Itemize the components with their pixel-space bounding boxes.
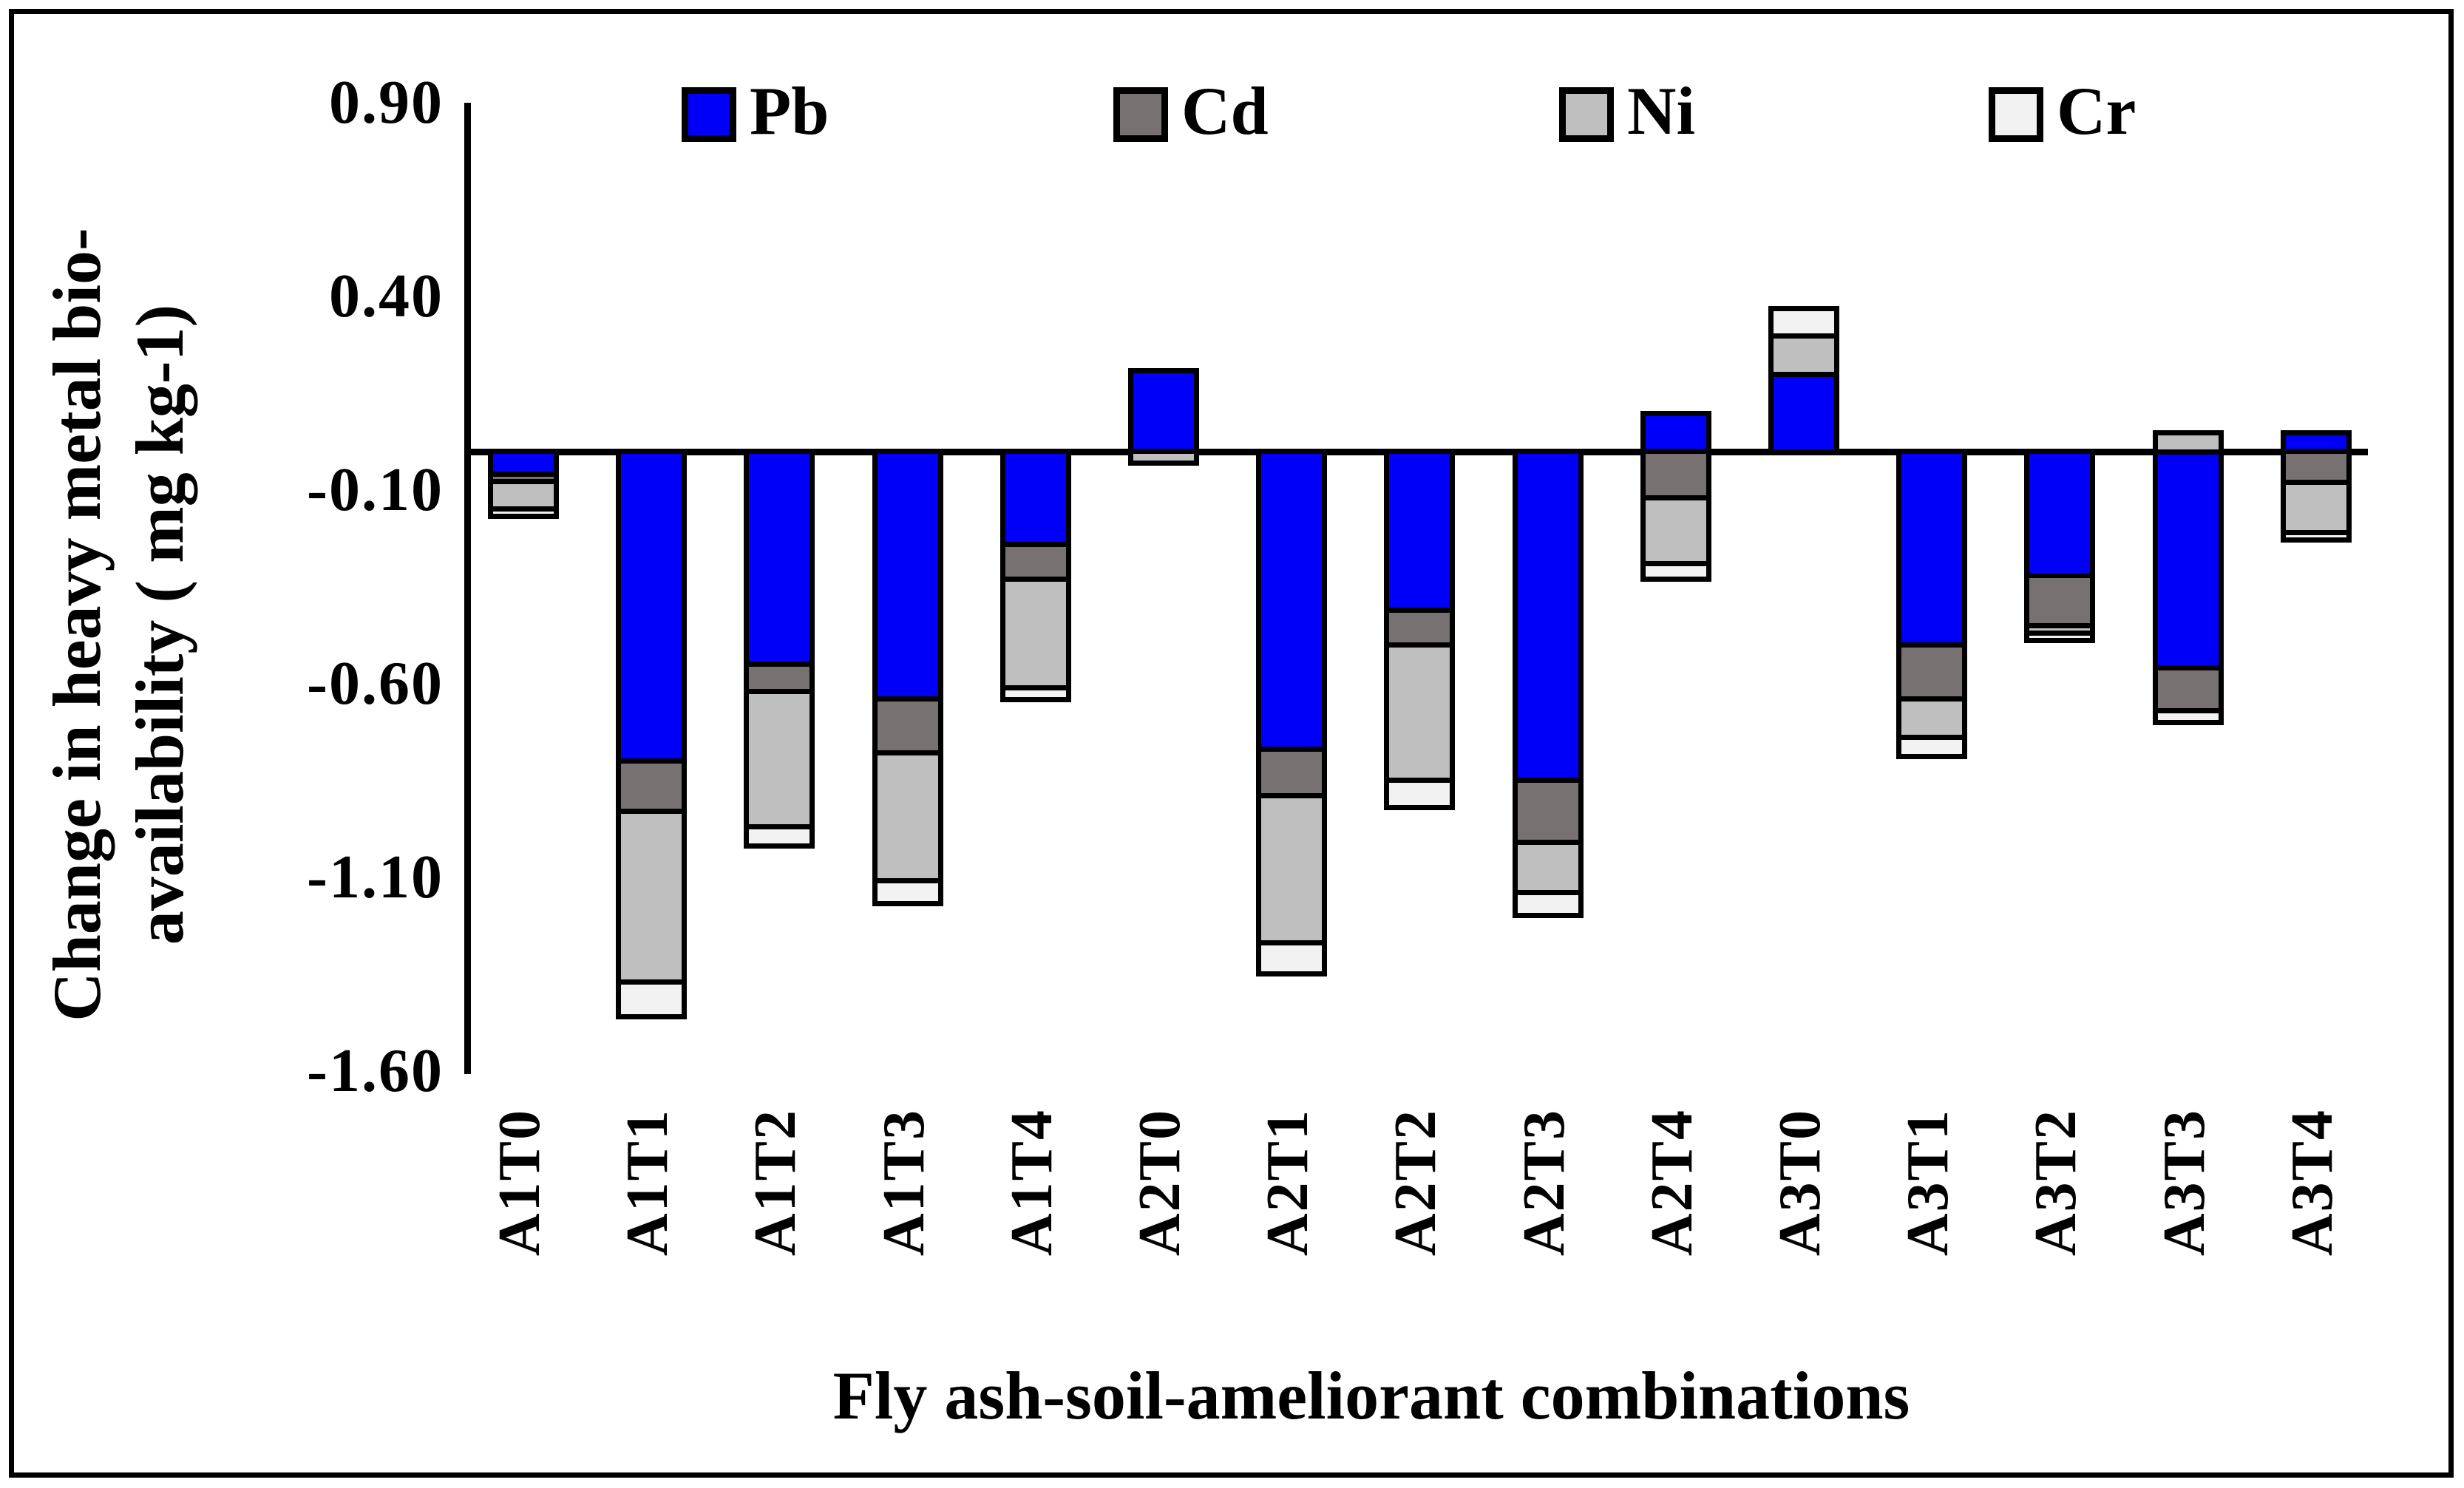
x-category-label: A1T4	[999, 1109, 1065, 1257]
bar-segment-A2T2-Cr	[1384, 778, 1456, 810]
legend-swatch-Ni	[1559, 87, 1614, 142]
bar-segment-A2T1-Ni	[1256, 793, 1328, 945]
x-category-label: A3T0	[1768, 1109, 1833, 1257]
bar-segment-A3T1-Cr	[1896, 735, 1968, 759]
x-category-label: A3T2	[2023, 1109, 2088, 1257]
legend-label-Pb: Pb	[750, 73, 829, 149]
bar-segment-A3T3-Cd	[2152, 665, 2224, 713]
bar-segment-A3T1-Cd	[1896, 642, 1968, 701]
bar-segment-A3T4-Ni	[2280, 480, 2352, 535]
x-category-label: A2T2	[1383, 1109, 1448, 1257]
y-tick-label: 0.40	[329, 262, 444, 331]
bar-segment-A2T0-Pb	[1128, 368, 1199, 455]
x-category-label: A1T1	[615, 1109, 680, 1257]
bar-segment-A1T1-Pb	[616, 449, 688, 764]
legend-label-Ni: Ni	[1627, 73, 1695, 149]
bar-segment-A2T3-Cr	[1512, 890, 1584, 918]
x-category-label: A2T0	[1127, 1109, 1192, 1257]
bar-segment-A2T3-Pb	[1512, 449, 1584, 783]
x-category-label: A2T4	[1640, 1109, 1705, 1257]
bar-segment-A2T1-Pb	[1256, 449, 1328, 752]
bar-segment-A2T4-Cr	[1640, 561, 1711, 582]
x-category-label: A2T3	[1512, 1109, 1577, 1257]
bar-segment-A3T3-Ni	[2152, 430, 2224, 455]
bar-segment-A2T3-Ni	[1512, 840, 1584, 895]
bar-segment-A1T0-Cr	[488, 506, 559, 519]
x-category-label: A1T0	[487, 1109, 552, 1257]
bar-segment-A3T2-Cd	[2024, 573, 2096, 628]
bar-segment-A2T2-Cd	[1384, 608, 1456, 648]
bar-segment-A1T2-Pb	[744, 449, 815, 667]
bar-segment-A1T3-Ni	[872, 750, 943, 883]
bar-segment-A1T3-Cr	[872, 878, 943, 906]
x-axis-title: Fly ash-soil-ameliorant combinations	[832, 1358, 1910, 1433]
bar-segment-A3T1-Ni	[1896, 696, 1968, 740]
y-tick-label: -1.10	[307, 843, 444, 912]
y-tick-label: -0.60	[307, 649, 444, 718]
y-tick-label: -0.10	[307, 455, 444, 525]
bar-segment-A2T1-Cr	[1256, 940, 1328, 976]
x-category-label: A1T2	[743, 1109, 808, 1257]
bar-segment-A2T3-Cd	[1512, 778, 1584, 845]
bar-segment-A1T4-Cr	[999, 685, 1071, 702]
legend-label-Cr: Cr	[2057, 73, 2137, 149]
bar-segment-A2T0-Ni	[1128, 449, 1199, 466]
legend-swatch-Cr	[1989, 87, 2043, 142]
bar-segment-A1T2-Ni	[744, 689, 815, 829]
y-axis-title: Change in heavy metal bio- availability …	[35, 107, 213, 1142]
x-category-label: A3T1	[1895, 1109, 1961, 1257]
bar-segment-A1T3-Cd	[872, 696, 943, 755]
bar-segment-A3T0-Cr	[1768, 306, 1839, 339]
x-category-label: A1T3	[872, 1109, 937, 1257]
bar-segment-A2T4-Cd	[1640, 449, 1711, 500]
legend-swatch-Cd	[1113, 87, 1168, 142]
x-category-label: A3T4	[2280, 1109, 2345, 1257]
bar-segment-A1T3-Pb	[872, 449, 943, 701]
figure-border	[9, 9, 2454, 1478]
bar-segment-A1T2-Cr	[744, 824, 815, 849]
bar-segment-A3T3-Cr	[2152, 708, 2224, 725]
bar-segment-A2T2-Ni	[1384, 642, 1456, 783]
bar-segment-A2T1-Cd	[1256, 747, 1328, 798]
bar-segment-A3T3-Pb	[2152, 449, 2224, 670]
x-category-label: A2T1	[1255, 1109, 1320, 1257]
bar-segment-A3T4-Cr	[2280, 530, 2352, 543]
legend-label-Cd: Cd	[1181, 73, 1269, 149]
bar-segment-A1T1-Cr	[616, 979, 688, 1019]
bar-segment-A2T2-Pb	[1384, 449, 1456, 613]
bar-segment-A3T1-Pb	[1896, 449, 1968, 648]
bar-segment-A2T4-Pb	[1640, 411, 1711, 455]
bar-segment-A1T1-Ni	[616, 809, 688, 985]
legend-swatch-Pb	[682, 87, 736, 142]
bar-segment-A3T2-Cr	[2024, 631, 2096, 643]
y-tick-label: -1.60	[307, 1036, 444, 1106]
y-axis-title-line1: Change in heavy metal bio-	[39, 228, 115, 1022]
bar-segment-A3T2-Pb	[2024, 449, 2096, 578]
bar-segment-A1T4-Ni	[999, 577, 1071, 690]
bar-segment-A1T1-Cd	[616, 758, 688, 814]
bar-segment-A3T0-Pb	[1768, 372, 1839, 455]
x-category-label: A3T3	[2152, 1109, 2217, 1257]
bar-segment-A1T4-Cd	[999, 542, 1071, 582]
bar-segment-A2T4-Ni	[1640, 495, 1711, 566]
bar-segment-A1T4-Pb	[999, 449, 1071, 547]
y-axis-line	[464, 103, 471, 1074]
y-tick-label: 0.90	[329, 68, 444, 137]
bar-segment-A3T0-Ni	[1768, 333, 1839, 377]
